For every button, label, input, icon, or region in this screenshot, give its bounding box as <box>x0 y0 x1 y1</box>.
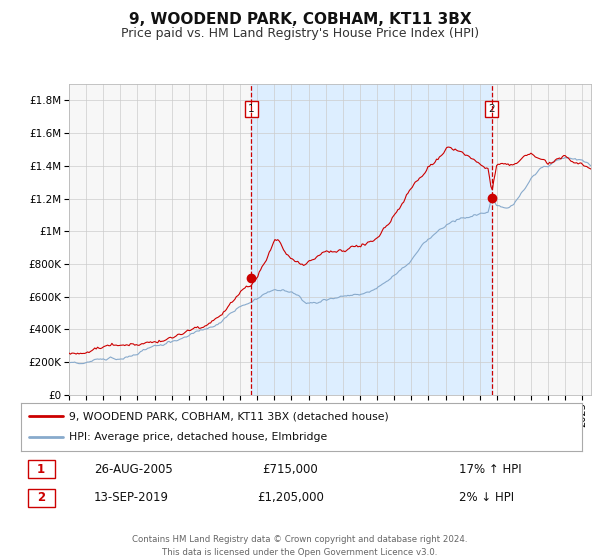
FancyBboxPatch shape <box>28 460 55 478</box>
Text: 2: 2 <box>488 104 495 114</box>
Text: 9, WOODEND PARK, COBHAM, KT11 3BX (detached house): 9, WOODEND PARK, COBHAM, KT11 3BX (detac… <box>68 411 388 421</box>
Text: 1: 1 <box>37 463 45 475</box>
Text: £715,000: £715,000 <box>262 463 318 475</box>
Text: 17% ↑ HPI: 17% ↑ HPI <box>458 463 521 475</box>
Text: 2: 2 <box>37 492 45 505</box>
Text: 26-AUG-2005: 26-AUG-2005 <box>94 463 173 475</box>
Bar <box>251 84 492 395</box>
Text: 13-SEP-2019: 13-SEP-2019 <box>94 492 169 505</box>
Text: 1: 1 <box>248 104 254 114</box>
Text: £1,205,000: £1,205,000 <box>257 492 324 505</box>
Text: HPI: Average price, detached house, Elmbridge: HPI: Average price, detached house, Elmb… <box>68 432 327 442</box>
Text: 9, WOODEND PARK, COBHAM, KT11 3BX: 9, WOODEND PARK, COBHAM, KT11 3BX <box>128 12 472 27</box>
Text: Price paid vs. HM Land Registry's House Price Index (HPI): Price paid vs. HM Land Registry's House … <box>121 27 479 40</box>
Text: 2% ↓ HPI: 2% ↓ HPI <box>458 492 514 505</box>
Text: Contains HM Land Registry data © Crown copyright and database right 2024.
This d: Contains HM Land Registry data © Crown c… <box>132 535 468 557</box>
FancyBboxPatch shape <box>28 489 55 507</box>
